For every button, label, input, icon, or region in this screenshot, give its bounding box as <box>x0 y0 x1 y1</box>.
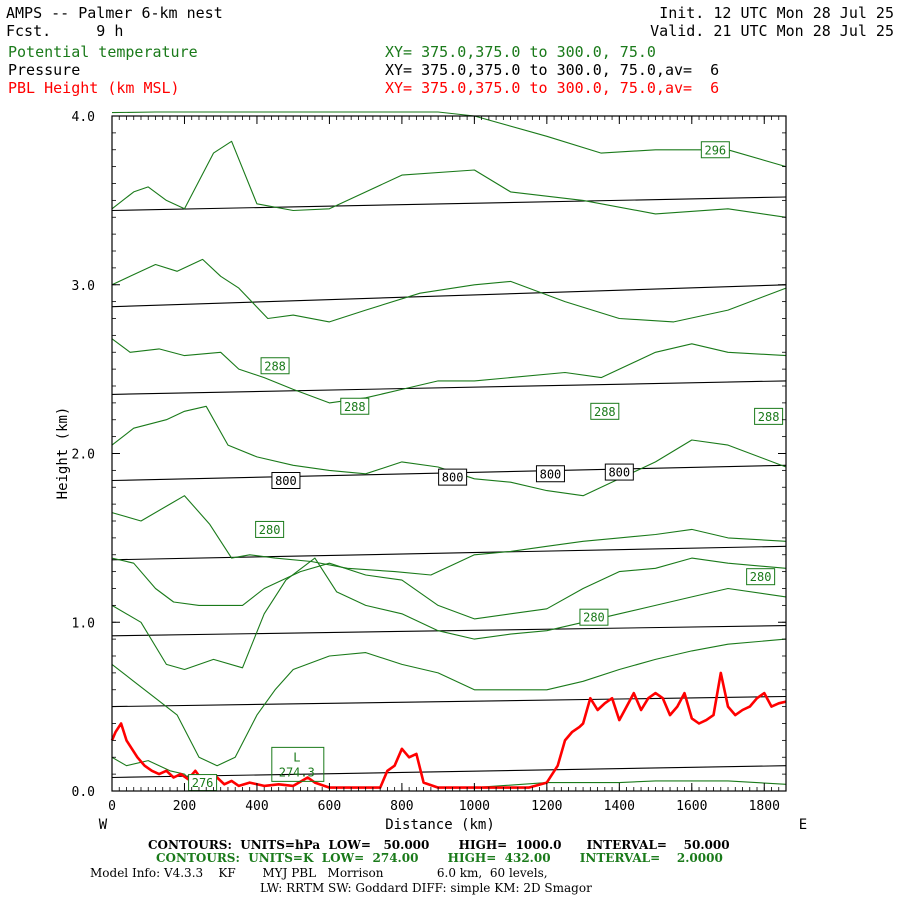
pressure-contour-label: 800 <box>608 466 630 480</box>
x-tick-label: 1400 <box>604 799 635 814</box>
theta-contour-label-box <box>700 141 730 159</box>
x-axis-title: Distance (km) <box>385 817 495 833</box>
pressure-contour-label-box <box>438 468 468 486</box>
theta-contour <box>111 756 193 783</box>
pressure-contour <box>111 695 787 708</box>
x-tick-label: 400 <box>245 799 268 814</box>
theta-contour-label: 296 <box>704 143 726 157</box>
pressure-contour <box>111 545 787 561</box>
theta-contour-label-box <box>746 568 776 586</box>
field-name-pressure: Pressure <box>8 61 81 79</box>
pressure-contour-label-box <box>604 463 634 481</box>
init-time: Init. 12 UTC Mon 28 Jul 25 <box>659 4 894 22</box>
x-tick-label: 1000 <box>459 799 490 814</box>
theta-contour-label: 280 <box>750 570 772 584</box>
theta-contour-label-box <box>255 520 285 538</box>
pressure-contour <box>111 380 787 395</box>
theta-contour <box>111 495 787 576</box>
theta-contour-label: 288 <box>594 405 616 419</box>
theta-contour <box>111 405 787 497</box>
theta-contour-label-box <box>590 402 620 420</box>
y-axis-title: Height (km) <box>55 407 71 500</box>
forecast-hour: Fcst. 9 h <box>6 22 124 40</box>
west-label: W <box>99 817 108 833</box>
pressure-contour-label-box <box>535 465 565 483</box>
y-tick-label: 2.0 <box>72 448 95 463</box>
theta-contour-label: 280 <box>583 611 605 625</box>
low-marker-letter: L <box>293 750 300 764</box>
pressure-contour-label: 800 <box>540 467 562 481</box>
pbl-height-line <box>110 671 787 789</box>
pressure-contour-label: 800 <box>442 471 464 485</box>
footer-model-physics: LW: RRTM SW: Goddard DIFF: simple KM: 2D… <box>260 881 592 895</box>
x-tick-label: 800 <box>390 799 413 814</box>
x-tick-label: 1200 <box>531 799 562 814</box>
theta-contour-label: 276 <box>192 776 214 790</box>
pressure-contour <box>111 765 787 779</box>
footer-model-info: Model Info: V4.3.3 KF MYJ PBL Morrison 6… <box>90 866 548 880</box>
field-xy-theta: XY= 375.0,375.0 to 300.0, 75.0 <box>385 43 656 61</box>
x-tick-label: 1600 <box>676 799 707 814</box>
theta-contour-label-box <box>260 357 290 375</box>
theta-contour <box>111 638 787 767</box>
theta-contour <box>111 338 787 404</box>
footer-contours-pressure: CONTOURS: UNITS=hPa LOW= 50.000 HIGH= 10… <box>148 838 730 852</box>
field-name-theta: Potential temperature <box>8 43 198 61</box>
pressure-contour <box>111 625 787 637</box>
valid-time: Valid. 21 UTC Mon 28 Jul 25 <box>650 22 894 40</box>
theta-contour <box>111 258 787 323</box>
theta-contour-label: 280 <box>259 523 281 537</box>
pressure-contour <box>111 284 787 308</box>
cross-section-chart: 800 800 800 800 296 288 288 288 288 280 280 280 276 L… <box>55 110 807 833</box>
y-tick-label: 3.0 <box>72 279 95 294</box>
footer-contours-theta: CONTOURS: UNITS=K LOW= 274.00 HIGH= 432.… <box>156 851 723 865</box>
theta-contour-label-box <box>754 407 784 425</box>
x-tick-label: 0 <box>108 799 116 814</box>
east-label: E <box>799 817 807 833</box>
y-tick-label: 1.0 <box>72 616 95 631</box>
low-marker-box <box>271 746 325 782</box>
theta-contour <box>111 111 787 168</box>
field-name-pbl: PBL Height (km MSL) <box>8 79 180 97</box>
theta-contour-label-box <box>340 397 370 415</box>
chart-title: AMPS -- Palmer 6-km nest <box>6 4 223 22</box>
x-tick-label: 600 <box>318 799 341 814</box>
pressure-contour-label: 800 <box>275 474 297 488</box>
x-tick-label: 200 <box>173 799 196 814</box>
pressure-contour-label-box <box>271 472 301 489</box>
y-tick-label: 4.0 <box>72 110 95 125</box>
theta-contour-label: 288 <box>264 359 286 373</box>
theta-contour-label: 288 <box>344 400 366 414</box>
theta-contour <box>111 557 787 671</box>
theta-contour-label-box <box>579 608 609 626</box>
theta-contour <box>111 140 787 218</box>
field-xy-pressure: XY= 375.0,375.0 to 300.0, 75.0,av= 6 <box>385 61 720 79</box>
field-xy-pbl: XY= 375.0,375.0 to 300.0, 75.0,av= 6 <box>385 79 720 97</box>
low-marker-value: 274.3 <box>279 765 315 779</box>
pressure-contour <box>111 196 787 212</box>
y-tick-label: 0.0 <box>72 785 95 800</box>
x-tick-label: 1800 <box>749 799 780 814</box>
theta-contour <box>111 557 787 620</box>
theta-contour-label: 288 <box>758 410 780 424</box>
plot-frame <box>111 115 787 792</box>
